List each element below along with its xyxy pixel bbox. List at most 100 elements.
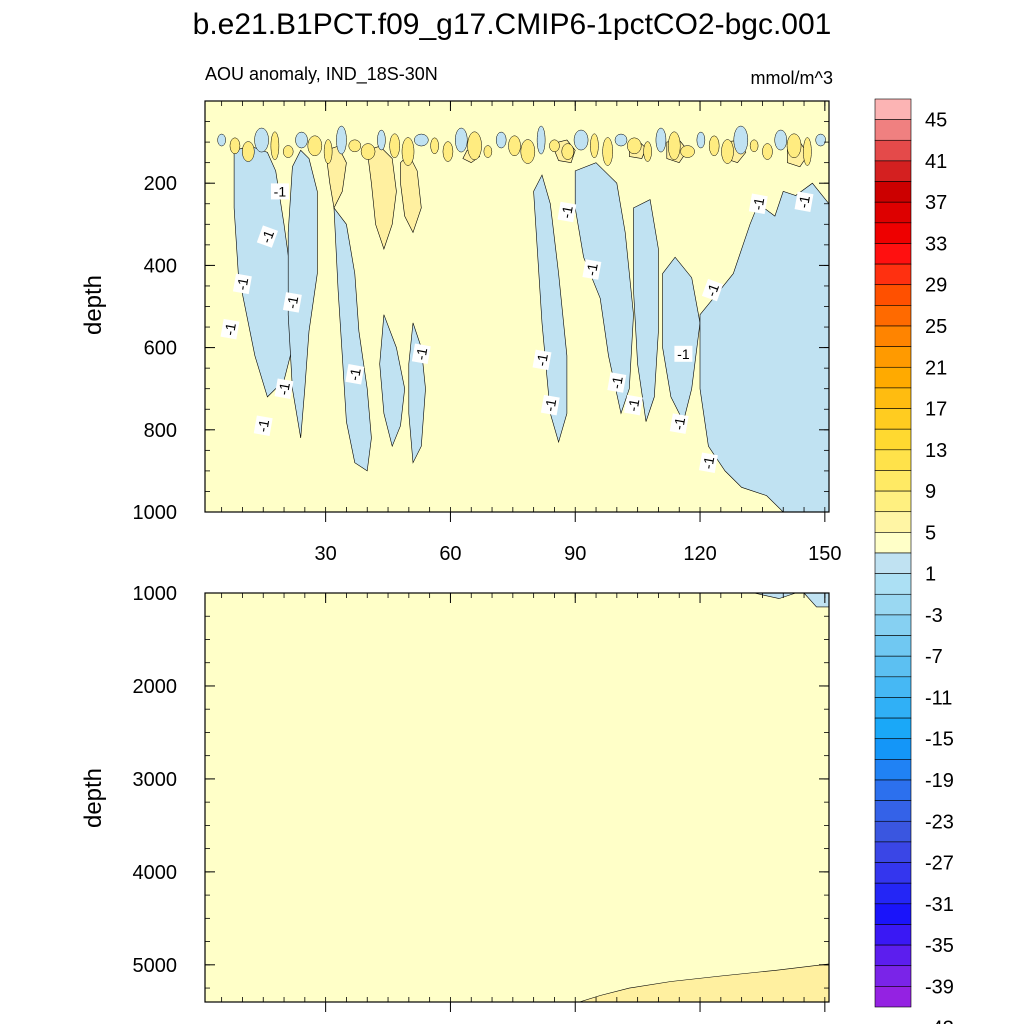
colorbar-swatch [874, 139, 912, 162]
surface-contour-cell [401, 137, 415, 166]
y-axis-label-upper: depth [80, 275, 107, 335]
colorbar-label: -15 [925, 729, 954, 751]
contour-label: -1 [541, 397, 559, 412]
surface-contour-cell [360, 143, 376, 160]
contour-label-box [540, 394, 560, 416]
colorbar-label: -23 [925, 811, 954, 833]
contour-label: -1 [583, 262, 601, 277]
contour-label-group: -1 [607, 372, 627, 393]
contour-label-group: -1 [220, 318, 240, 340]
colorbar-swatch [874, 862, 912, 884]
surface-contour-cell [762, 143, 773, 160]
surface-contour-cell [708, 135, 720, 157]
colorbar-swatch [874, 717, 912, 740]
colorbar-swatch [874, 181, 912, 203]
colorbar-label: 17 [925, 399, 947, 421]
colorbar-label: -43 [925, 1018, 954, 1024]
contour-label-box [674, 345, 693, 362]
colorbar-label: 21 [925, 357, 947, 379]
contour-label-group: -1 [748, 193, 768, 215]
contour-label: -1 [275, 381, 293, 396]
surface-contour-cell [254, 127, 269, 153]
colorbar-swatch [874, 243, 912, 265]
surface-contour-cell [614, 133, 628, 147]
y-tick-label: 2000 [133, 676, 178, 698]
colorbar-label: -35 [925, 935, 954, 957]
surface-contour-cell [495, 131, 507, 149]
colorbar-swatch [874, 408, 912, 430]
contour-label-box [669, 413, 689, 434]
colorbar-label: -31 [925, 894, 954, 916]
colorbar-swatch [874, 490, 912, 513]
contour-label-group: -1 [701, 278, 724, 302]
positive-anomaly-region [366, 145, 397, 250]
x-tick-label: 30 [315, 543, 337, 565]
colorbar-swatch [874, 882, 912, 905]
surface-contour-cell [430, 137, 439, 155]
contour-label: -1 [233, 276, 251, 291]
contour-label-box [607, 372, 627, 393]
surface-contour-cell [242, 141, 255, 162]
surface-contour-cell [774, 129, 787, 151]
colorbar-swatch [874, 98, 912, 120]
surface-contour-cell [749, 139, 759, 153]
contour-label: -1 [558, 204, 576, 219]
surface-contour-cell [667, 131, 681, 161]
negative-anomaly-region [803, 593, 829, 608]
negative-anomaly-region [699, 182, 829, 512]
contour-label-group: -1 [669, 413, 689, 434]
contour-label: -1 [283, 295, 301, 310]
x-tick-label: 90 [564, 543, 586, 565]
colorbar-label: 13 [925, 440, 947, 462]
y-tick-label: 5000 [133, 955, 178, 977]
negative-anomaly-region [533, 174, 568, 444]
surface-contour-cell [348, 139, 362, 153]
colorbar-swatch [874, 428, 912, 451]
surface-contour-cell [442, 141, 454, 162]
contour-label-group: -1 [345, 364, 365, 385]
contour-label-group: -1 [411, 343, 431, 365]
upper-panel: -1 -1 -1 -1 -1 -1 -1 -1 -1 -1 -1 -1 -1 -1 -1 -1 -1 -1 -1 -1… [133, 100, 842, 565]
colorbar-label: -39 [925, 976, 954, 998]
contour-label-group: -1 [540, 394, 560, 416]
surface-contour-cell [721, 139, 734, 164]
contour-label: -1 [703, 281, 722, 298]
colorbar-label: 33 [925, 233, 947, 255]
y-tick-label: 800 [144, 420, 177, 442]
contour-label-box [532, 349, 552, 371]
positive-anomaly-region [579, 963, 829, 1002]
surface-contour-cell [786, 133, 802, 159]
surface-contour-cell [282, 145, 294, 158]
colorbar-label: -19 [925, 770, 954, 792]
contour-label-box [253, 415, 273, 436]
surface-contour-cell [696, 131, 706, 149]
contour-label-group: -1 [532, 349, 552, 371]
contour-label: -1 [258, 228, 277, 245]
contour-label-box [411, 343, 431, 365]
colorbar-swatch [874, 511, 912, 533]
colorbar-swatch [874, 366, 912, 389]
colorbar-swatch [874, 820, 912, 843]
surface-contour-cell [803, 137, 812, 166]
contour-label: -1 [795, 194, 813, 209]
surface-contour-cell [217, 133, 226, 147]
contour-label-group: -1 [582, 259, 602, 280]
negative-anomaly-region [662, 256, 701, 423]
contour-label: -1 [254, 418, 272, 433]
contour-label-box [270, 183, 289, 200]
colorbar-swatch [874, 449, 912, 471]
colorbar-swatch [874, 263, 912, 286]
contour-label-group: -1 [274, 378, 294, 399]
surface-contour-cell [733, 125, 749, 155]
colorbar-swatch [874, 573, 912, 595]
colorbar-label: 45 [925, 110, 947, 132]
colorbar-swatch [874, 552, 912, 574]
colorbar-swatch [874, 614, 912, 636]
colorbar-swatch [874, 593, 912, 616]
negative-anomaly-region [379, 314, 406, 448]
surface-contour-cell [295, 131, 308, 149]
colorbar-label: 29 [925, 275, 947, 297]
contour-label-box [345, 364, 365, 385]
colorbar-swatch [874, 284, 912, 306]
contour-label-group: -1 [270, 183, 289, 200]
